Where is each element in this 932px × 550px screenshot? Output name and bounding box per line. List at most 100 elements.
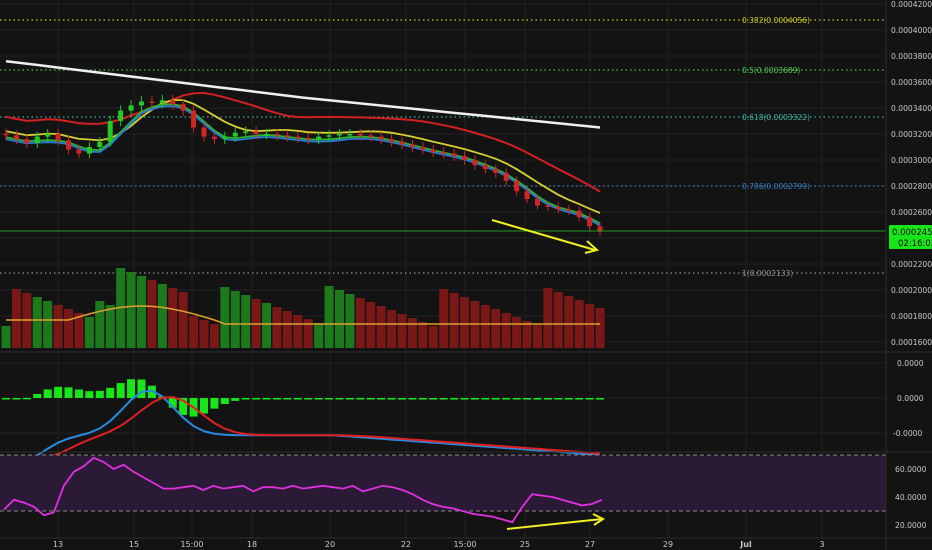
time-axis-label: 27 — [585, 540, 595, 549]
ma-mid-red — [5, 91, 601, 193]
volume-bar — [220, 287, 230, 348]
candle-body — [3, 133, 9, 136]
macd-histogram-bar — [314, 398, 323, 400]
rsi-panel[interactable] — [0, 454, 886, 530]
volume-bars — [1, 268, 605, 348]
macd-histogram-bar — [168, 398, 177, 408]
volume-bar — [230, 291, 240, 348]
rsi-axis[interactable]: 60.0000 40.0000 20.0000 — [895, 465, 927, 530]
candle-body — [97, 141, 103, 147]
time-axis-label: 29 — [663, 540, 673, 549]
candle-body — [55, 134, 61, 141]
macd-histogram-bar — [450, 398, 459, 400]
macd-histogram-bar — [147, 385, 156, 398]
macd-histogram-bar — [95, 390, 104, 398]
volume-bar — [136, 276, 146, 348]
candle-body — [566, 209, 572, 211]
time-axis-label: 15:00 — [180, 540, 203, 549]
price-tag: 0.0002451 02:16:03 — [889, 225, 932, 249]
time-axis-label: 13 — [53, 540, 63, 549]
macd-histogram-bar — [585, 398, 594, 400]
price-panel[interactable]: 0.382(0.0004056) 0.5(0.0003689) 0.618(0.00… — [0, 0, 886, 538]
volume-bar — [585, 304, 595, 348]
macd-histogram-bar — [596, 398, 604, 400]
volume-bar — [74, 313, 84, 348]
macd-histogram-bar — [231, 398, 240, 401]
volume-bar — [293, 315, 303, 348]
candle-body — [493, 169, 499, 173]
candle-body — [76, 149, 82, 154]
time-axis-label: 3 — [819, 540, 824, 549]
volume-bar — [460, 297, 470, 348]
fib-level-label: 0.382(0.0004056) — [742, 16, 810, 25]
macd-histogram-bar — [502, 398, 511, 400]
macd-histogram-bar — [2, 398, 10, 400]
time-axis-label: 18 — [247, 540, 257, 549]
candle-body — [243, 131, 249, 133]
candle-body — [222, 136, 228, 140]
macd-histogram-bar — [439, 398, 448, 400]
price-axis-label: 0.0003600 — [891, 78, 932, 87]
volume-bar — [439, 289, 449, 348]
volume-bar — [43, 301, 53, 348]
volume-bar — [501, 313, 511, 348]
time-axis-label: 22 — [401, 540, 411, 549]
fib-level-label: 0.5(0.0003689) — [742, 66, 800, 75]
time-axis[interactable]: 13 15 15:00 18 20 22 15:00 25 27 29 Jul 3 — [53, 540, 825, 549]
price-axis-label: 0.0002000 — [891, 286, 932, 295]
volume-bar — [64, 309, 74, 348]
volume-bar — [491, 309, 501, 348]
ma-long-white — [5, 59, 601, 129]
macd-histogram-bar — [481, 398, 490, 400]
candle-body — [284, 135, 290, 137]
candle-body — [138, 101, 144, 106]
candle-body — [409, 144, 415, 147]
macd-histogram-bar — [127, 379, 136, 398]
volume-bar — [126, 272, 136, 348]
macd-histogram-bar — [22, 397, 31, 400]
rsi-axis-label: 40.0000 — [895, 493, 927, 502]
signal-line — [5, 396, 601, 462]
macd-histogram-bar — [116, 383, 125, 398]
macd-histogram-bar — [64, 387, 73, 398]
candle-body — [274, 134, 280, 136]
fib-level-label: 0.618(0.0003322) — [742, 113, 810, 122]
macd-histogram-bar — [272, 398, 281, 400]
candle-body — [34, 136, 40, 144]
candle-body — [534, 199, 540, 206]
ma-fast-yellow — [5, 99, 601, 214]
volume-bar — [418, 322, 428, 348]
candle-body — [514, 180, 520, 192]
price-axis-label: 0.0004000 — [891, 26, 932, 35]
candle-body — [420, 147, 426, 150]
volume-bar — [84, 317, 94, 348]
candle-body — [24, 139, 30, 144]
candle-body — [347, 134, 353, 136]
macd-histogram-bar — [137, 379, 146, 398]
price-axis-label: 0.0001800 — [891, 312, 932, 321]
macd-axis[interactable]: 0.0000 0.0000 -0.0000 — [893, 359, 924, 438]
macd-histogram-bar — [54, 386, 63, 398]
volume-bar — [95, 301, 105, 348]
volume-bar — [53, 305, 63, 348]
macd-histogram-bar — [293, 398, 302, 400]
macd-histogram-bar — [200, 398, 208, 414]
volume-bar — [428, 326, 438, 348]
volume-bar — [553, 292, 563, 348]
candle-body — [305, 137, 311, 140]
candle-body — [587, 217, 593, 227]
macd-panel[interactable] — [0, 362, 886, 464]
volume-bar — [199, 320, 209, 348]
macd-histogram-bar — [356, 398, 365, 400]
candle-body — [441, 152, 447, 154]
volume-bar — [522, 321, 532, 348]
macd-histogram-bar — [460, 398, 469, 400]
price-axis-label: 0.0003800 — [891, 52, 932, 61]
macd-histogram-bar — [252, 398, 261, 400]
fib-levels: 0.382(0.0004056) 0.5(0.0003689) 0.618(0.00… — [0, 16, 886, 278]
volume-bar — [178, 292, 188, 348]
volume-bar — [262, 303, 272, 348]
macd-histogram-bar — [262, 398, 271, 400]
macd-histogram-bar — [106, 387, 115, 398]
